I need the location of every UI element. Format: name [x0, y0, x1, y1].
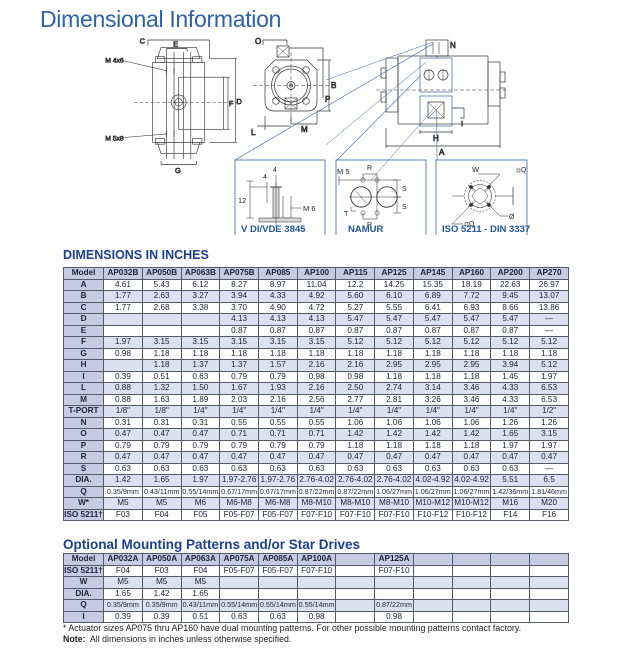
svg-text:NAMUR: NAMUR: [348, 224, 383, 235]
svg-text:M 5x8: M 5x8: [105, 135, 124, 142]
svg-text:M 5: M 5: [337, 167, 350, 176]
svg-text:O: O: [255, 37, 261, 46]
svg-text:ISO 5211 - DIN 3337: ISO 5211 - DIN 3337: [442, 224, 530, 235]
svg-text:M: M: [301, 125, 308, 134]
svg-text:D: D: [236, 97, 242, 106]
svg-text:M 6: M 6: [303, 204, 316, 213]
svg-text:12: 12: [238, 196, 246, 205]
svg-text:L: L: [251, 128, 256, 137]
svg-text:F: F: [229, 99, 234, 108]
svg-text:S: S: [402, 204, 407, 211]
svg-text:N: N: [450, 41, 456, 50]
svg-text:R: R: [367, 165, 372, 172]
svg-text:T: T: [344, 211, 349, 218]
svg-text:P: P: [325, 95, 330, 104]
svg-text:Ø: Ø: [509, 214, 515, 221]
svg-text:B: B: [331, 81, 336, 90]
svg-text:C: C: [140, 37, 146, 46]
svg-text:4: 4: [273, 167, 277, 174]
svg-text:I: I: [461, 119, 463, 128]
svg-text:G: G: [175, 166, 181, 175]
svg-text:A: A: [439, 148, 445, 157]
svg-text:4: 4: [263, 174, 267, 181]
svg-text:V DI/VDE 3845: V DI/VDE 3845: [241, 224, 306, 235]
svg-text:H: H: [433, 134, 439, 143]
svg-text:Q: Q: [521, 167, 527, 174]
svg-text:S: S: [402, 186, 407, 193]
svg-text:M 4x6: M 4x6: [105, 57, 124, 64]
svg-text:W: W: [472, 165, 480, 174]
